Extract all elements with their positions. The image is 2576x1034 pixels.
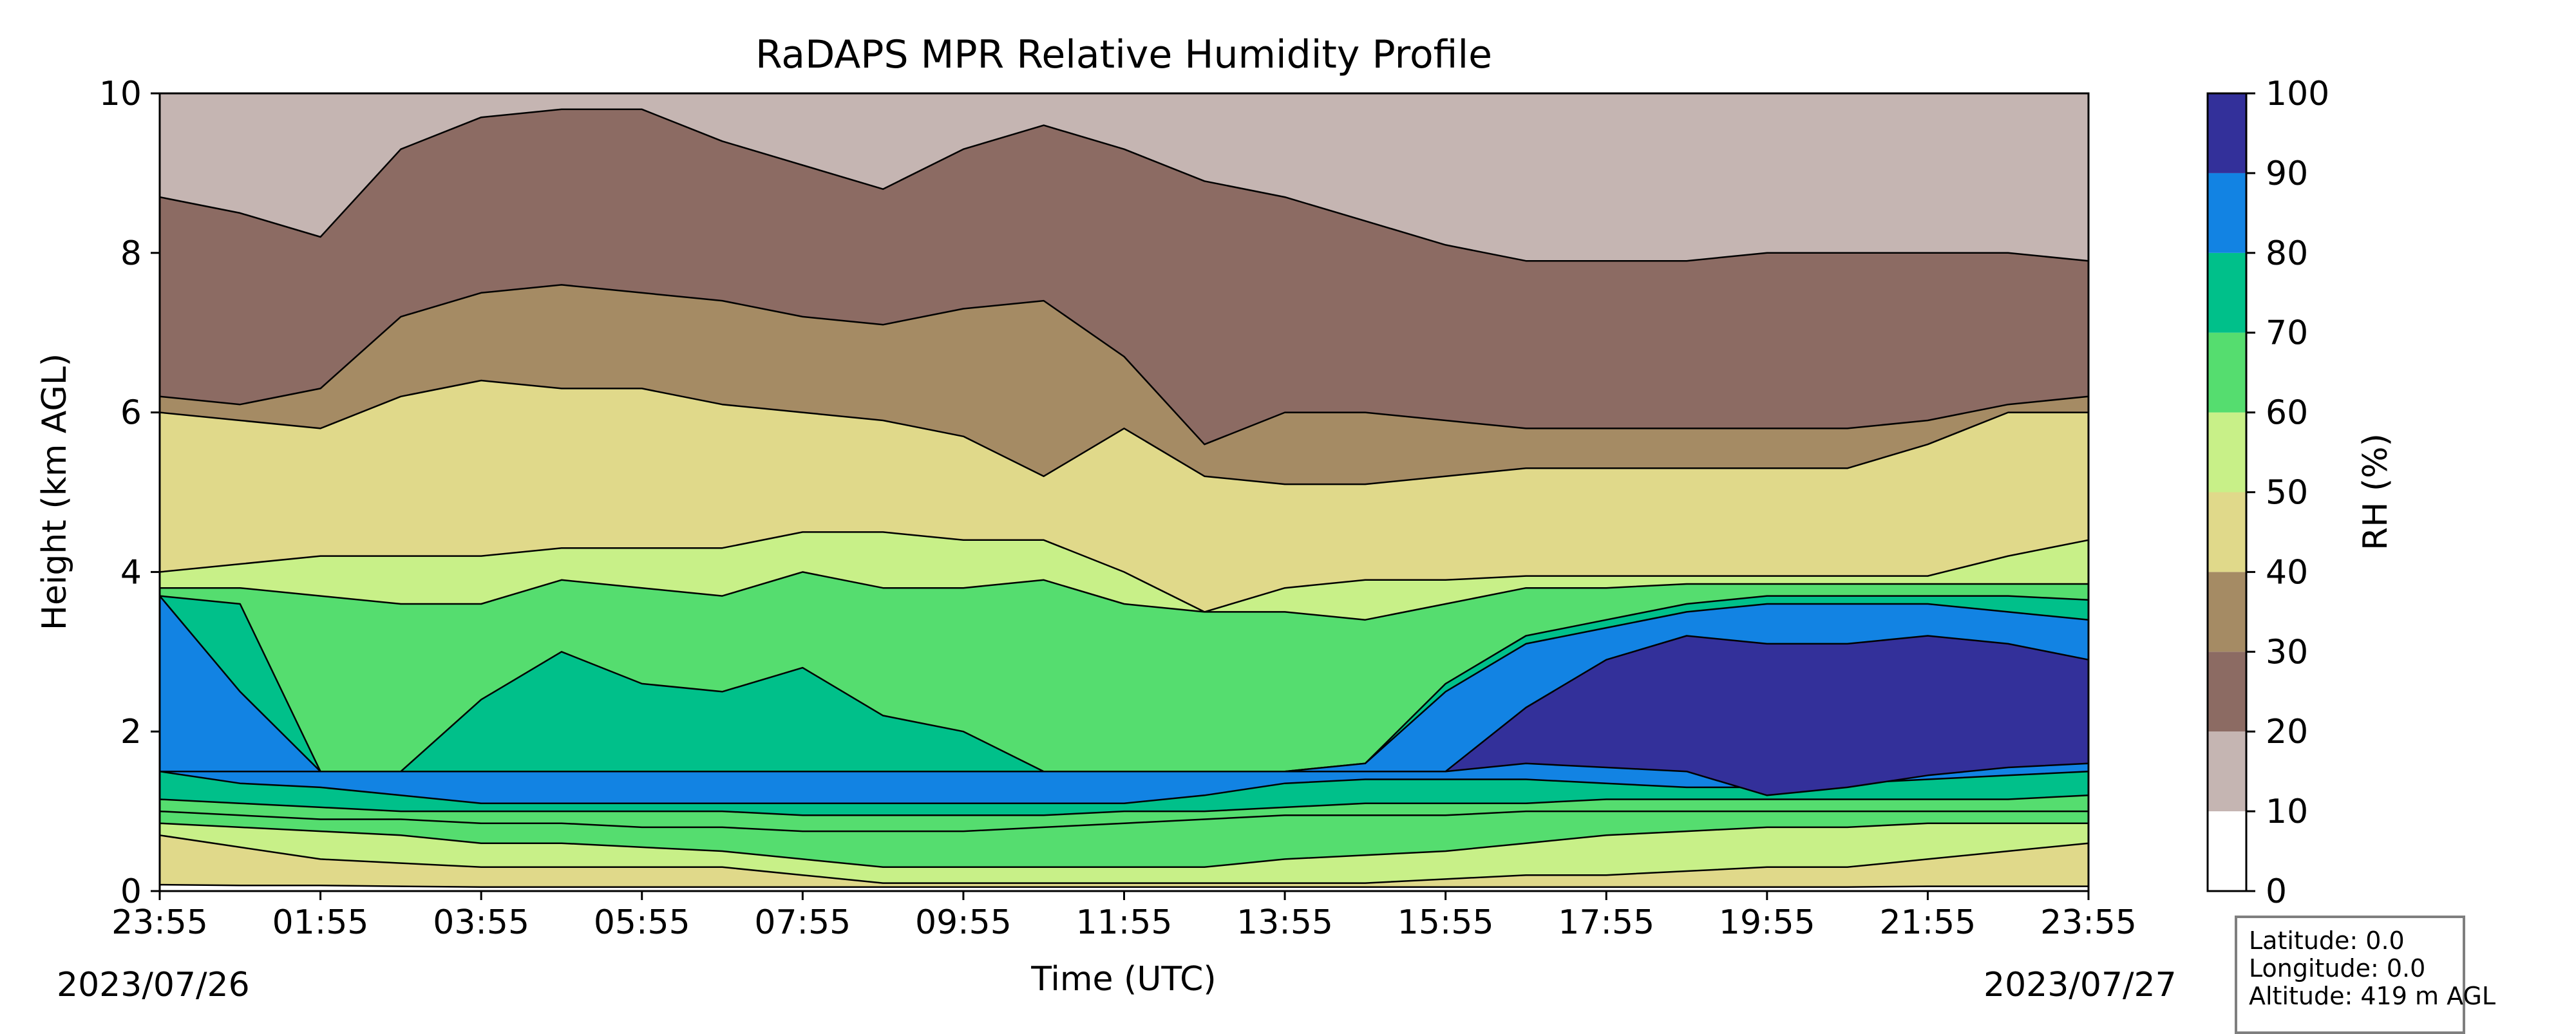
x-tick-label: 07:55 <box>754 903 851 942</box>
x-tick-label: 11:55 <box>1076 903 1173 942</box>
x-tick-label: 09:55 <box>915 903 1012 942</box>
contour-plot-area <box>158 93 2090 892</box>
colorbar-swatch <box>2208 173 2246 253</box>
x-tick-label: 23:55 <box>111 903 208 942</box>
y-tick-label: 2 <box>120 713 142 751</box>
colorbar-swatch <box>2208 652 2246 732</box>
colorbar-swatch <box>2208 412 2246 493</box>
colorbar-tick-label: 30 <box>2266 633 2308 672</box>
colorbar-tick-label: 40 <box>2266 553 2308 592</box>
end-date-label: 2023/07/27 <box>1984 966 2177 1004</box>
colorbar-swatch <box>2208 93 2246 173</box>
x-tick-label: 23:55 <box>2040 903 2137 942</box>
y-tick-label: 0 <box>120 872 142 911</box>
colorbar-tick-label: 10 <box>2266 793 2308 831</box>
station-info-box: Latitude: 0.0 Longitude: 0.0 Altitude: 4… <box>2235 916 2496 1034</box>
x-tick-label: 17:55 <box>1558 903 1654 942</box>
colorbar-tick-label: 70 <box>2266 314 2308 353</box>
x-tick-label: 21:55 <box>1879 903 1976 942</box>
colorbar-tick-label: 60 <box>2266 394 2308 433</box>
x-tick-label: 03:55 <box>433 903 529 942</box>
y-tick-label: 8 <box>120 234 142 273</box>
colorbar-tick-label: 90 <box>2266 155 2308 193</box>
y-axis: 0 2 4 6 8 10 <box>99 75 160 911</box>
x-axis: 23:55 01:55 03:55 05:55 07:55 09:55 11:55 13:55… <box>111 891 2137 942</box>
colorbar-swatch <box>2208 332 2246 413</box>
y-tick-label: 6 <box>120 394 142 433</box>
x-tick-label: 19:55 <box>1719 903 1815 942</box>
altitude-text: Altitude: 419 m AGL <box>2249 982 2496 1010</box>
y-axis-label: Height (km AGL) <box>35 353 74 630</box>
y-tick-label: 10 <box>99 75 142 113</box>
start-date-label: 2023/07/26 <box>57 966 250 1004</box>
y-tick-label: 4 <box>120 553 142 592</box>
colorbar-swatch <box>2208 731 2246 812</box>
x-tick-label: 05:55 <box>594 903 690 942</box>
colorbar-tick-label: 0 <box>2266 872 2287 911</box>
x-tick-label: 13:55 <box>1236 903 1333 942</box>
colorbar-swatch <box>2208 252 2246 333</box>
colorbar-swatch <box>2208 811 2246 891</box>
colorbar-swatch <box>2208 492 2246 572</box>
colorbar-tick-label: 80 <box>2266 234 2308 273</box>
x-axis-label: Time (UTC) <box>1030 960 1216 999</box>
colorbar-tick-label: 20 <box>2266 713 2308 751</box>
x-tick-label: 01:55 <box>272 903 369 942</box>
latitude-text: Latitude: 0.0 <box>2249 926 2405 955</box>
colorbar-tick-label: 50 <box>2266 474 2308 512</box>
longitude-text: Longitude: 0.0 <box>2249 954 2426 982</box>
colorbar-label: RH (%) <box>2356 433 2395 550</box>
x-tick-label: 15:55 <box>1397 903 1494 942</box>
colorbar-swatch <box>2208 572 2246 652</box>
colorbar-tick-label: 100 <box>2266 75 2329 113</box>
chart-title: RaDAPS MPR Relative Humidity Profile <box>755 32 1492 77</box>
colorbar: 0 10 20 30 40 50 60 70 80 90 100 <box>2206 75 2329 911</box>
